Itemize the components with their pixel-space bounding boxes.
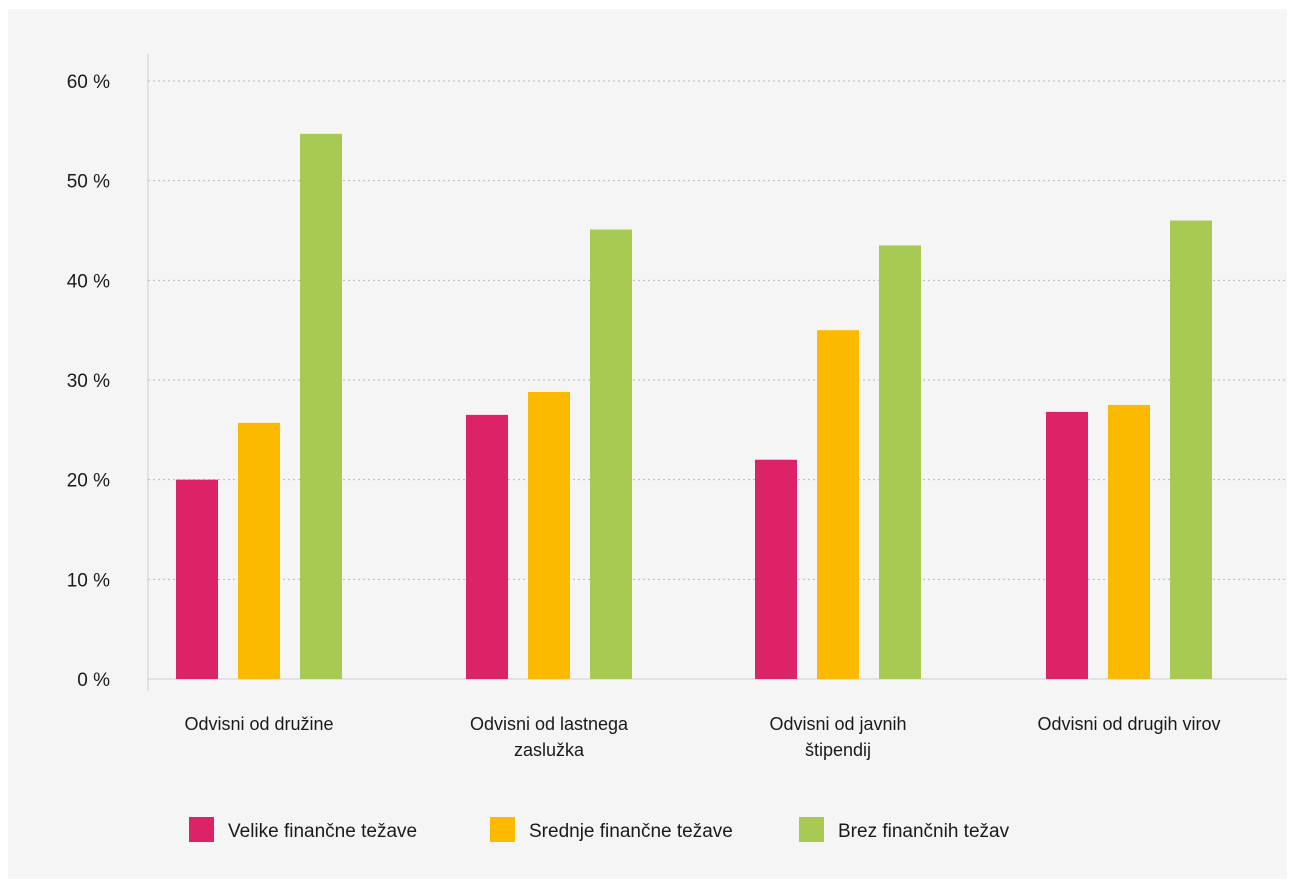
bar: [1046, 411, 1088, 679]
legend-label: Velike finančne težave: [228, 821, 417, 842]
y-tick-label: 10 %: [67, 570, 110, 591]
x-category-label-line: zaslužka: [514, 740, 585, 760]
chart-panel: 0 % 10 % 20 % 30 % 40 % 50 % 60 % Odvisni od dr…: [8, 9, 1287, 879]
x-category-label: Odvisni od družine: [184, 714, 333, 734]
bar: [238, 422, 280, 679]
bar: [300, 133, 342, 679]
bar: [176, 479, 218, 679]
y-tick-label: 40 %: [67, 271, 110, 292]
x-category-label-line: Odvisni od drugih virov: [1037, 714, 1220, 734]
x-category-label: Odvisni od lastnega zaslužka: [470, 714, 629, 760]
legend-swatch: [799, 817, 824, 842]
y-tick-label: 60 %: [67, 72, 110, 93]
bar: [590, 229, 632, 679]
bar: [1170, 220, 1212, 680]
x-category-label-line: štipendij: [805, 740, 871, 760]
bar: [466, 414, 508, 679]
bar: [755, 459, 797, 679]
bar: [879, 245, 921, 679]
bar: [1108, 404, 1150, 679]
bar-chart: 0 % 10 % 20 % 30 % 40 % 50 % 60 % Odvisni od dr…: [67, 54, 1287, 842]
x-category-label: Odvisni od javnih štipendij: [769, 714, 906, 760]
x-category-label-line: Odvisni od družine: [184, 714, 333, 734]
legend-swatch: [490, 817, 515, 842]
y-tick-label: 50 %: [67, 172, 110, 193]
y-tick-label: 20 %: [67, 471, 110, 492]
legend-label: Srednje finančne težave: [529, 821, 733, 842]
bar: [528, 391, 570, 679]
x-category-label: Odvisni od drugih virov: [1037, 714, 1220, 734]
y-tick-label: 30 %: [67, 371, 110, 392]
x-category-label-line: Odvisni od lastnega: [470, 714, 629, 734]
legend-swatch: [189, 817, 214, 842]
x-category-label-line: Odvisni od javnih: [769, 714, 906, 734]
bar: [817, 330, 859, 679]
y-tick-label: 0 %: [77, 670, 110, 691]
legend-label: Brez finančnih težav: [838, 821, 1010, 842]
